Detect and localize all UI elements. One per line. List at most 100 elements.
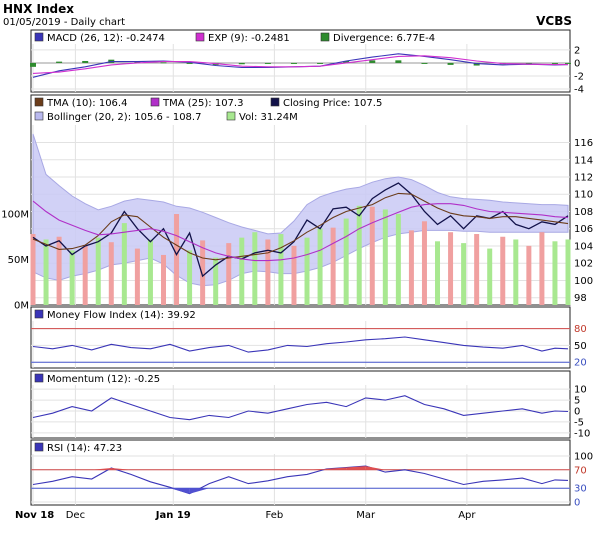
volume-bar (187, 250, 193, 305)
volume-bar (239, 237, 245, 305)
x-tick-label: Dec (66, 510, 85, 521)
x-tick-label: Nov 18 (15, 510, 54, 521)
legend-swatch (226, 111, 236, 121)
y-tick-label: 100 (574, 452, 593, 463)
divergence-bar (525, 62, 532, 64)
volume-bar (56, 236, 62, 305)
volume-bar (82, 244, 88, 305)
volume-bar (552, 241, 558, 305)
volume-bar (330, 227, 336, 305)
legend-swatch (150, 97, 160, 107)
y-tick-label: 100 (574, 276, 593, 287)
panel-macd: 2 0 -2 -4 MACD (26, 12): -0.2474 EXP (9): -0.… (30, 29, 584, 96)
divergence-bar (473, 62, 480, 66)
y-tick-label: 108 (574, 207, 593, 218)
volume-bar (539, 232, 545, 305)
volume-bar (304, 237, 310, 305)
volume-bar (513, 239, 519, 305)
divergence-bar (290, 62, 297, 64)
legend-swatch (34, 309, 44, 319)
volume-bar (369, 206, 375, 305)
volume-bar (69, 250, 75, 305)
volume-bar (461, 243, 467, 305)
volume-tick-label: 0M (14, 301, 29, 312)
y-tick-label: -4 (574, 85, 584, 96)
legend-label: Closing Price: 107.5 (283, 98, 382, 109)
y-tick-label: 5 (574, 396, 580, 407)
legend-swatch (270, 97, 280, 107)
volume-bar (30, 234, 36, 305)
y-tick-label: 106 (574, 224, 593, 235)
y-tick-label: 0 (574, 407, 580, 418)
legend-label: Momentum (12): -0.25 (47, 374, 160, 385)
y-tick-label: -10 (574, 428, 590, 439)
x-tick-label: Jan 19 (155, 510, 191, 521)
volume-bar (160, 254, 166, 305)
chart-title: HNX Index (3, 2, 74, 16)
divergence-bar (134, 61, 141, 63)
divergence-bar (82, 60, 89, 63)
legend-label: TMA (10): 106.4 (46, 98, 127, 109)
volume-bar (500, 236, 506, 305)
volume-bar (448, 232, 454, 305)
y-tick-label: 20 (574, 358, 587, 369)
legend-label: Vol: 31.24M (239, 112, 298, 123)
divergence-bar (343, 60, 350, 63)
legend-swatch (34, 97, 44, 107)
y-tick-label: 102 (574, 259, 593, 270)
y-tick-label: -5 (574, 417, 584, 428)
legend-swatch (34, 373, 44, 383)
divergence-bar (317, 62, 324, 64)
x-tick-label: Apr (458, 510, 476, 521)
volume-bar (95, 237, 101, 305)
y-tick-label: 80 (574, 324, 587, 335)
legend-label: RSI (14): 47.23 (47, 443, 122, 454)
volume-bar (435, 241, 441, 305)
volume-bar (317, 228, 323, 305)
volume-tick-label: 50M (8, 255, 29, 266)
divergence-bar (447, 62, 454, 65)
volume-bar (382, 209, 388, 305)
divergence-bar (565, 62, 571, 64)
y-tick-label: 30 (574, 484, 587, 495)
divergence-bar (56, 61, 63, 63)
rsi-overbought-fill (365, 466, 386, 470)
legend-background (32, 441, 569, 453)
rsi-overbought-fill (346, 466, 366, 470)
volume-bar (43, 239, 49, 305)
chart-subtitle: 01/05/2019 - Daily chart (3, 17, 125, 28)
volume-bar (108, 242, 114, 305)
panel-rsi: 100 70 30 0 RSI (14): 47.23 (30, 439, 593, 509)
volume-bar (291, 245, 297, 305)
x-tick-label: Mar (356, 510, 376, 521)
y-tick-label: 50 (574, 341, 587, 352)
volume-bar (174, 214, 180, 305)
series-line (32, 182, 569, 278)
divergence-bar (421, 62, 428, 64)
y-tick-label: 0 (574, 58, 580, 69)
divergence-bar (395, 60, 402, 63)
y-tick-label: 112 (574, 173, 593, 184)
x-tick-label: Feb (266, 510, 284, 521)
y-tick-label: 104 (574, 241, 593, 252)
legend-label: EXP (9): -0.2481 (208, 33, 290, 44)
legend-swatch (34, 111, 44, 121)
rsi-overbought-fill (326, 467, 347, 470)
volume-bar (487, 248, 493, 305)
volume-bar (343, 218, 349, 305)
y-tick-label: 0 (574, 498, 580, 509)
volume-bar (226, 243, 232, 305)
volume-bar (200, 240, 206, 305)
y-tick-label: 70 (574, 465, 587, 476)
series-line (32, 200, 569, 262)
rsi-overbought-fill (111, 467, 131, 470)
legend-label: Money Flow Index (14): 39.92 (47, 310, 196, 321)
legend-swatch (34, 32, 44, 42)
legend-label: Divergence: 6.77E-4 (333, 33, 435, 44)
volume-bar (395, 214, 401, 305)
y-tick-label: 10 (574, 385, 587, 396)
volume-bar (121, 223, 127, 305)
